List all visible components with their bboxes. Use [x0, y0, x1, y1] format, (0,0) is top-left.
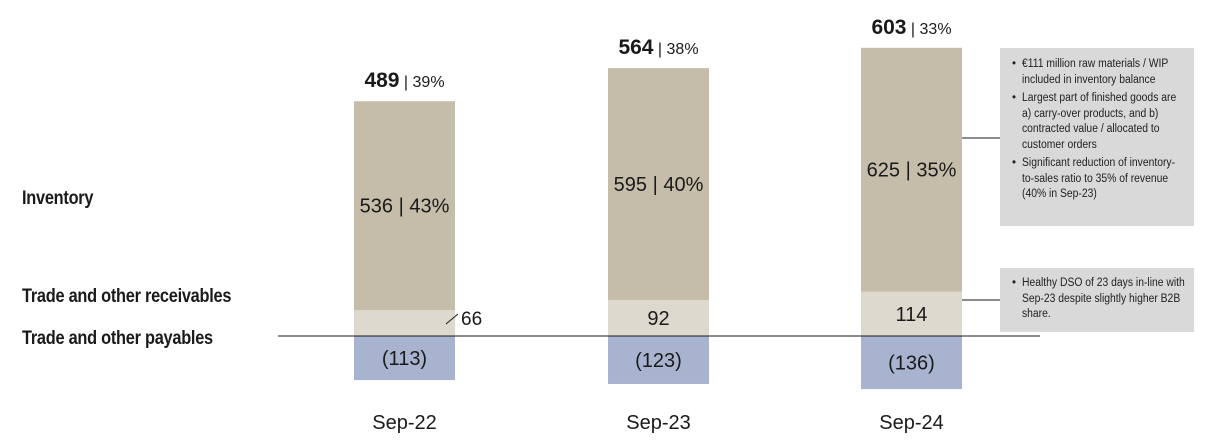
data-label-payables: (123)	[635, 350, 682, 372]
data-label-inventory: 625 | 35%	[867, 160, 957, 182]
bar-payables	[608, 336, 709, 384]
bar-payables	[354, 336, 455, 381]
bar-inventory	[608, 68, 709, 301]
data-label-payables: (136)	[888, 353, 935, 375]
data-label-receivables: 114	[896, 304, 928, 326]
data-label-receivables: 92	[647, 308, 669, 330]
row-label-receivables: Trade and other receivables	[22, 286, 232, 307]
row-label-inventory: Inventory	[22, 188, 94, 209]
inventory-note-bullet: Largest part of finished goods are a) ca…	[1012, 91, 1186, 153]
x-tick-label: Sep-24	[879, 412, 944, 434]
bar-inventory	[354, 101, 455, 311]
total-label: 564 | 38%	[618, 36, 698, 59]
bar-receivables	[354, 310, 455, 336]
leader-line	[445, 313, 459, 325]
bar-receivables	[861, 291, 962, 336]
total-label: 489 | 39%	[364, 69, 444, 92]
data-label-receivables: 66	[461, 309, 482, 330]
inventory-note-bullet: €111 million raw materials / WIP include…	[1012, 57, 1186, 88]
receivables-note: Healthy DSO of 23 days in-line with Sep-…	[1000, 268, 1194, 332]
inventory-note-bullet: Significant reduction of inventory-to-sa…	[1012, 156, 1186, 203]
data-label-inventory: 595 | 40%	[614, 174, 704, 196]
inventory-note: €111 million raw materials / WIP include…	[1000, 48, 1194, 226]
total-label: 603 | 33%	[871, 16, 951, 39]
receivables-note-bullet: Healthy DSO of 23 days in-line with Sep-…	[1012, 276, 1186, 323]
bar-payables	[861, 336, 962, 390]
bar-inventory	[861, 47, 962, 292]
x-tick-label: Sep-22	[372, 412, 437, 434]
bar-receivables	[608, 300, 709, 336]
data-label-payables: (113)	[382, 348, 427, 370]
x-tick-label: Sep-23	[626, 412, 691, 434]
row-label-payables: Trade and other payables	[22, 328, 213, 349]
data-label-inventory: 536 | 43%	[360, 196, 450, 218]
